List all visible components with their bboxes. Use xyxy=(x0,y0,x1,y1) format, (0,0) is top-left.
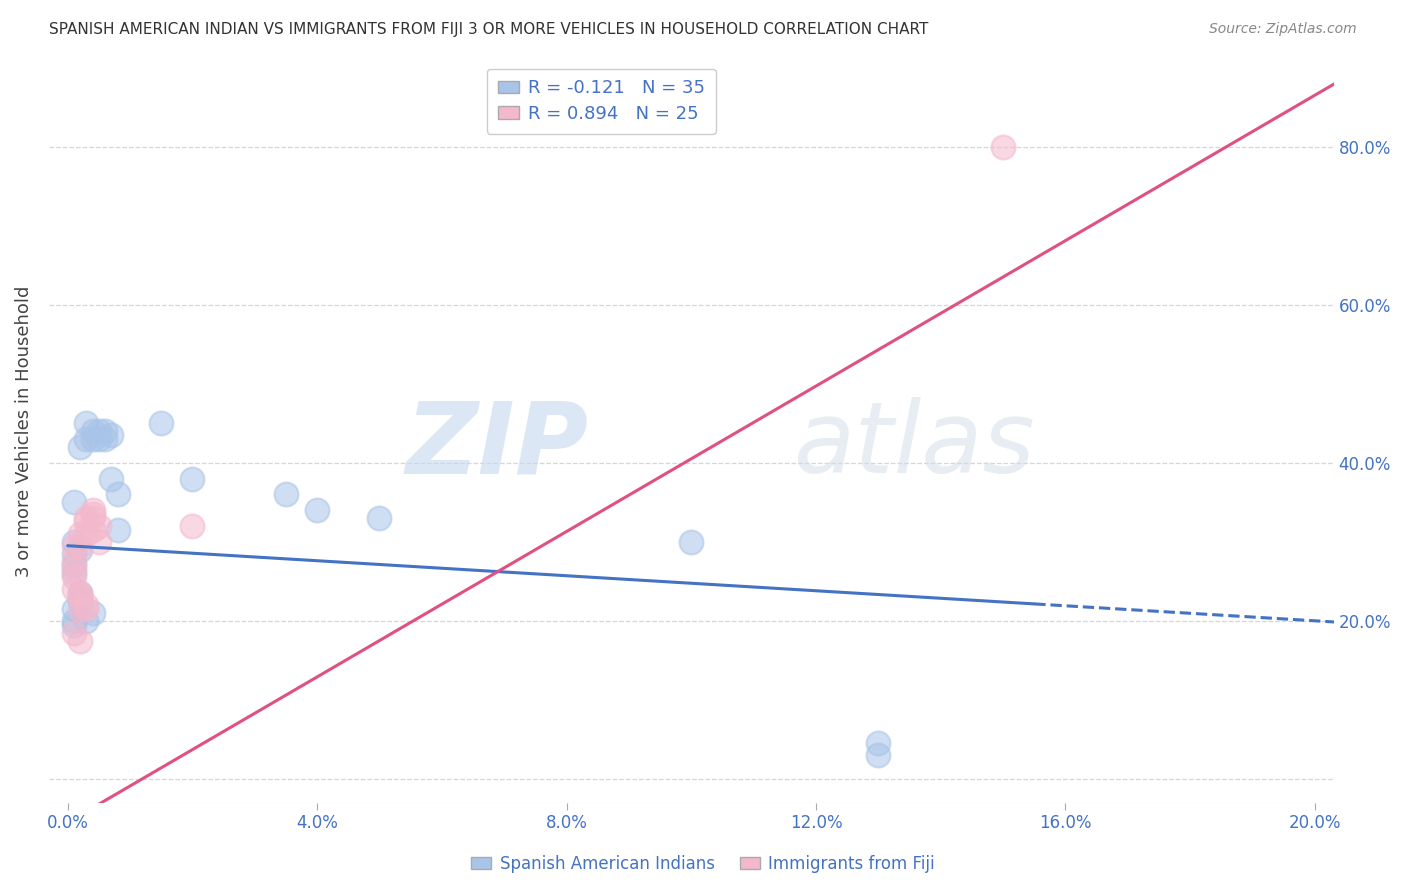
Point xyxy=(181,471,204,485)
Point xyxy=(63,562,86,576)
Point xyxy=(63,617,86,632)
Point xyxy=(87,519,110,533)
Point xyxy=(69,440,91,454)
Point xyxy=(63,547,86,561)
Point xyxy=(87,534,110,549)
Point xyxy=(100,471,122,485)
Point xyxy=(63,495,86,509)
Point xyxy=(307,503,329,517)
Point xyxy=(63,570,86,584)
Point xyxy=(82,606,104,620)
Point xyxy=(368,511,391,525)
Point xyxy=(274,487,297,501)
Point xyxy=(87,432,110,446)
Point xyxy=(63,614,86,628)
Point xyxy=(63,602,86,616)
Point xyxy=(87,424,110,438)
Point xyxy=(63,539,86,553)
Point xyxy=(69,526,91,541)
Point xyxy=(69,542,91,557)
Point xyxy=(69,586,91,600)
Point xyxy=(82,507,104,521)
Point xyxy=(69,594,91,608)
Text: Source: ZipAtlas.com: Source: ZipAtlas.com xyxy=(1209,22,1357,37)
Point xyxy=(94,424,117,438)
Text: atlas: atlas xyxy=(794,398,1036,494)
Point xyxy=(69,539,91,553)
Point xyxy=(100,428,122,442)
Point xyxy=(82,503,104,517)
Point xyxy=(75,526,97,541)
Point xyxy=(63,534,86,549)
Point xyxy=(181,519,204,533)
Legend: R = -0.121   N = 35, R = 0.894   N = 25: R = -0.121 N = 35, R = 0.894 N = 25 xyxy=(486,69,716,134)
Point xyxy=(75,602,97,616)
Point xyxy=(82,523,104,537)
Point xyxy=(75,432,97,446)
Point xyxy=(63,582,86,597)
Legend: Spanish American Indians, Immigrants from Fiji: Spanish American Indians, Immigrants fro… xyxy=(465,848,941,880)
Point xyxy=(107,523,129,537)
Point xyxy=(69,633,91,648)
Point xyxy=(82,432,104,446)
Point xyxy=(75,515,97,529)
Text: ZIP: ZIP xyxy=(405,398,589,494)
Text: SPANISH AMERICAN INDIAN VS IMMIGRANTS FROM FIJI 3 OR MORE VEHICLES IN HOUSEHOLD : SPANISH AMERICAN INDIAN VS IMMIGRANTS FR… xyxy=(49,22,928,37)
Point xyxy=(69,602,91,616)
Y-axis label: 3 or more Vehicles in Household: 3 or more Vehicles in Household xyxy=(15,285,32,577)
Point xyxy=(69,586,91,600)
Point xyxy=(69,590,91,604)
Point xyxy=(868,736,890,750)
Point xyxy=(82,424,104,438)
Point xyxy=(681,534,703,549)
Point xyxy=(991,139,1014,153)
Point xyxy=(75,598,97,612)
Point xyxy=(75,511,97,525)
Point xyxy=(75,614,97,628)
Point xyxy=(63,555,86,569)
Point xyxy=(69,590,91,604)
Point xyxy=(63,558,86,573)
Point xyxy=(82,511,104,525)
Point xyxy=(107,487,129,501)
Point xyxy=(94,432,117,446)
Point xyxy=(63,566,86,581)
Point xyxy=(150,416,173,430)
Point xyxy=(868,748,890,763)
Point xyxy=(75,416,97,430)
Point xyxy=(63,625,86,640)
